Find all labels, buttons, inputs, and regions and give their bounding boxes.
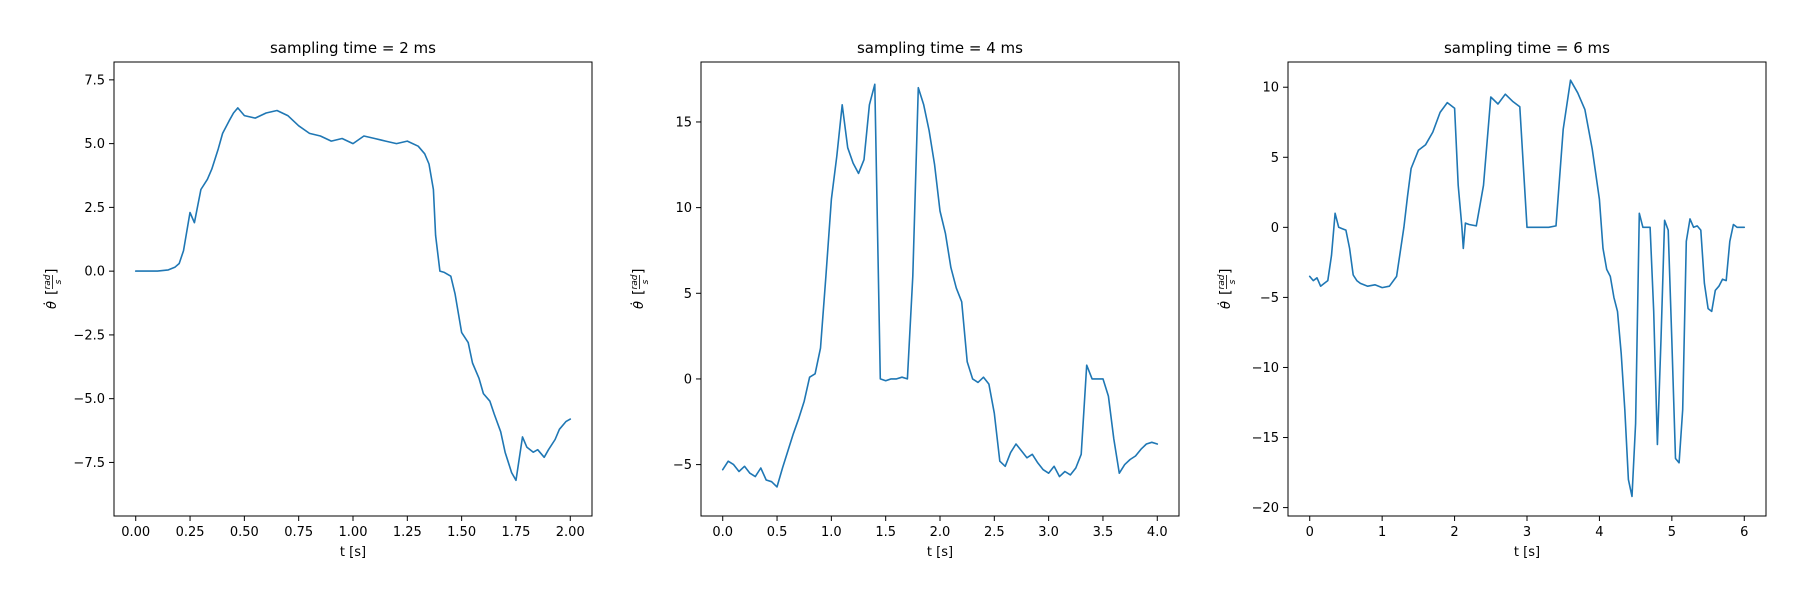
subplot-title: sampling time = 2 ms: [270, 39, 436, 57]
x-tick-label: 1.00: [339, 525, 368, 540]
x-tick-label: 5: [1668, 525, 1676, 540]
x-tick-label: 0.25: [176, 525, 205, 540]
y-tick-label: 10: [1262, 81, 1279, 96]
subplot-4ms: sampling time = 4 ms t [s] θ̇[rad s] 0.0 0…: [630, 39, 1180, 560]
y-tick-label: −2.5: [73, 328, 105, 343]
x-tick-label: 3: [1523, 525, 1531, 540]
x-tick-label: 1.5: [875, 525, 896, 540]
y-tick-label: −10: [1252, 361, 1279, 376]
x-tick-label: 1: [1378, 525, 1386, 540]
y-label-bracket-left: [: [44, 290, 60, 295]
x-tick-label: 3.5: [1093, 525, 1114, 540]
y-label-bracket-left: [: [631, 290, 647, 295]
subplot-2ms: sampling time = 2 ms t [s] θ̇[rad s] 0.00…: [43, 39, 593, 560]
y-label-symbol: θ̇: [1218, 301, 1234, 309]
y-label-bracket-right: ]: [1218, 269, 1234, 274]
x-tick-label: 2.00: [556, 525, 585, 540]
x-tick-label: 1.0: [821, 525, 842, 540]
y-label-unit-denominator: s: [1228, 279, 1238, 284]
series-line: [134, 107, 572, 482]
y-label-bracket-right: ]: [631, 269, 647, 274]
x-tick-label: 0.75: [284, 525, 313, 540]
y-tick-label: 5: [1271, 151, 1279, 166]
y-label-unit-numerator: rad: [630, 274, 640, 289]
axes-frame: [700, 61, 1180, 517]
y-tick-label: −20: [1252, 501, 1279, 516]
y-tick-label: −5.0: [73, 392, 105, 407]
y-label-symbol: θ̇: [44, 301, 60, 309]
x-tick-label: 4: [1595, 525, 1603, 540]
y-tick-label: −7.5: [73, 456, 105, 471]
axis-ticks: 0.00 0.25 0.50 0.75 1.00 1.25 1.50 1.75 2.00 −7.5…: [73, 73, 584, 540]
y-tick-label: 15: [675, 115, 692, 130]
y-tick-label: 0.0: [84, 265, 105, 280]
y-label-unit-denominator: s: [54, 279, 64, 284]
x-tick-label: 2.0: [930, 525, 951, 540]
y-label-bracket-right: ]: [44, 269, 60, 274]
y-tick-label: 10: [675, 201, 692, 216]
x-axis-label: t [s]: [1514, 545, 1540, 560]
axis-ticks: 0.0 0.5 1.0 1.5 2.0 2.5 3.0 3.5 4.0 −5 0 5 10 15: [673, 115, 1168, 540]
x-tick-label: 3.0: [1038, 525, 1059, 540]
y-tick-label: 5.0: [84, 137, 105, 152]
y-tick-label: −5: [673, 458, 692, 473]
y-axis-label: θ̇ [rad s]: [43, 269, 64, 309]
y-label-bracket-left: [: [1218, 290, 1234, 295]
x-axis-label: t [s]: [927, 545, 953, 560]
y-label-symbol: θ̇: [631, 301, 647, 309]
y-label-unit-numerator: rad: [1217, 274, 1227, 289]
series-line: [721, 83, 1159, 488]
x-tick-label: 1.25: [393, 525, 422, 540]
x-tick-label: 2: [1450, 525, 1458, 540]
y-label-unit-denominator: s: [641, 279, 651, 284]
axis-ticks: 0 1 2 3 4 5 6 −20 −15 −10 −5 0 5 10: [1252, 81, 1749, 540]
y-axis-label: θ̇ [rad s]: [630, 269, 651, 309]
x-tick-label: 1.75: [501, 525, 530, 540]
x-tick-label: 1.50: [447, 525, 476, 540]
x-tick-label: 0: [1306, 525, 1314, 540]
x-tick-label: 0.0: [712, 525, 733, 540]
subplot-title: sampling time = 4 ms: [857, 39, 1023, 57]
axes-frame: [1287, 61, 1767, 517]
x-tick-label: 0.5: [767, 525, 788, 540]
axes-frame: [113, 61, 593, 517]
x-axis-label: t [s]: [340, 545, 366, 560]
y-tick-label: 7.5: [84, 73, 105, 88]
y-tick-label: 0: [684, 372, 692, 387]
y-tick-label: 5: [684, 287, 692, 302]
y-tick-label: −15: [1252, 431, 1279, 446]
subplot-title: sampling time = 6 ms: [1444, 39, 1610, 57]
x-tick-label: 2.5: [984, 525, 1005, 540]
y-tick-label: 0: [1271, 221, 1279, 236]
y-axis-label: θ̇ [rad s]: [1217, 269, 1238, 309]
subplot-6ms: sampling time = 6 ms t [s] θ̇ [rad s] 0 1 2 3…: [1217, 39, 1767, 560]
y-tick-label: 2.5: [84, 201, 105, 216]
x-tick-label: 6: [1740, 525, 1748, 540]
y-label-unit-numerator: rad: [43, 274, 53, 289]
series-line: [1308, 79, 1746, 498]
x-tick-label: 4.0: [1147, 525, 1168, 540]
x-tick-label: 0.00: [121, 525, 150, 540]
y-tick-label: −5: [1260, 291, 1279, 306]
x-tick-label: 0.50: [230, 525, 259, 540]
